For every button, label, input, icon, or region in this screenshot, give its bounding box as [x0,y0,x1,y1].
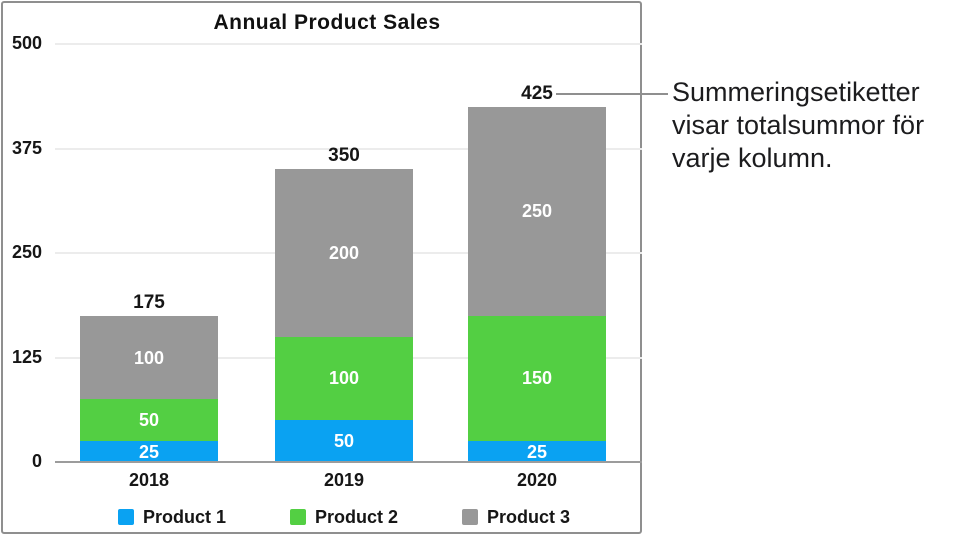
bar-segment [468,441,606,462]
y-tick-label: 500 [11,33,42,53]
segment-value-label: 150 [521,368,553,389]
segment-value-label: 100 [133,347,165,368]
x-axis-label: 2019 [323,470,365,490]
bar-segment [468,315,606,442]
legend-swatch [462,509,478,525]
y-tick-label: 375 [11,137,42,158]
total-label: 425 [521,82,553,104]
segment-value-label: 50 [138,410,160,431]
total-label: 175 [133,291,165,313]
y-tick-label: 250 [11,242,42,262]
y-tick-label: 125 [11,346,42,367]
segment-value-label: 50 [333,431,355,452]
gridline [55,43,642,45]
chart-title: Annual Product Sales [213,11,441,34]
bar-segment [275,336,413,421]
x-axis-label: 2020 [516,470,558,490]
legend-item: Product 1 [118,508,226,526]
legend-label: Product 2 [315,507,399,527]
legend-label: Product 1 [143,507,227,527]
legend-label: Product 3 [487,507,571,527]
bar-segment [468,106,606,316]
annotation-text: Summeringsetiketter visar totalsummor fö… [672,77,925,173]
total-label: 350 [328,145,360,167]
legend-item: Product 3 [462,508,570,526]
bar-segment [80,399,218,442]
legend-swatch [118,509,134,525]
segment-value-label: 25 [526,441,548,462]
legend-item: Product 2 [290,508,398,526]
x-axis-line [55,461,642,463]
segment-value-label: 250 [521,201,553,222]
gridline [55,147,642,150]
bar-segment [275,420,413,462]
legend-swatch [290,509,306,525]
x-axis-label: 2018 [128,470,170,490]
y-tick-label: 0 [31,451,42,471]
callout-line [556,93,668,95]
segment-value-label: 100 [328,368,360,389]
segment-value-label: 25 [138,441,160,462]
bar-segment [275,169,413,337]
segment-value-label: 200 [328,243,360,263]
bar-segment [80,315,218,400]
bar-segment [80,441,218,462]
